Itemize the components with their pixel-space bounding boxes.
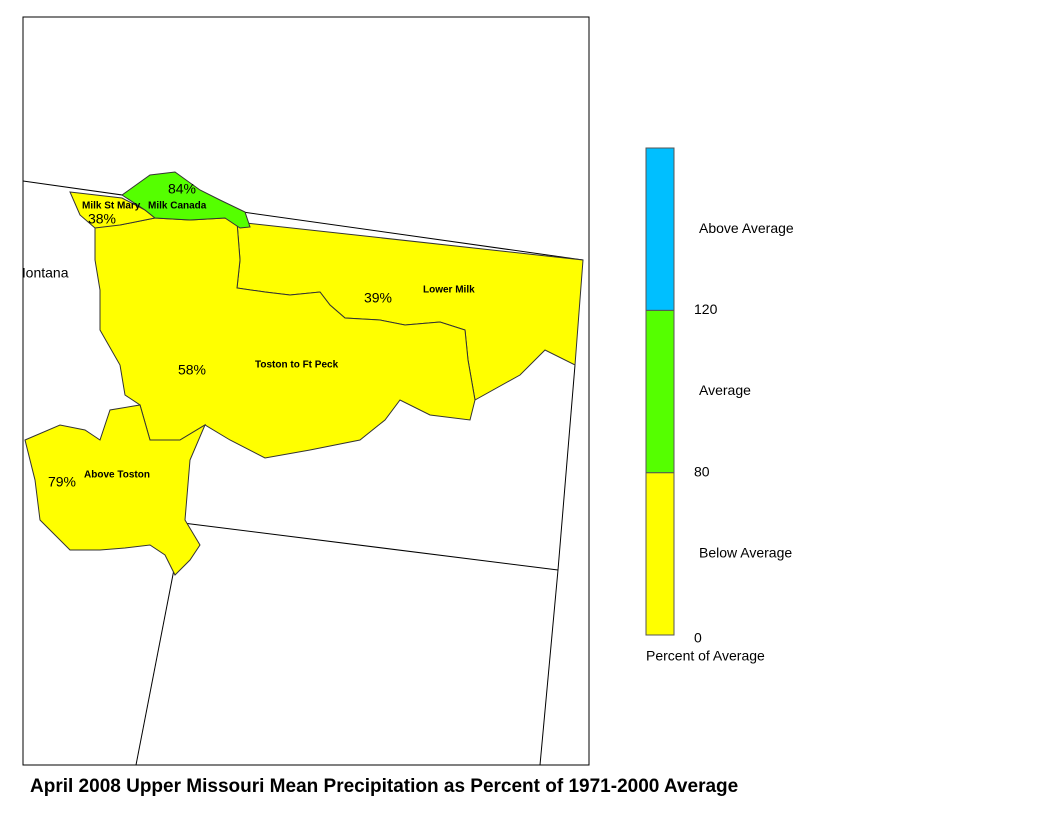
region-milk-canada [121,171,251,229]
legend-break: 120 [694,301,718,317]
state-label: Montana [14,265,69,281]
region-percent: 38% [88,211,116,227]
region-name: Milk St Mary [82,201,141,212]
legend-swatch [645,147,675,311]
legend-break: 80 [694,463,710,479]
region-name: Milk Canada [148,201,207,212]
legend-class-label: Average [699,382,751,398]
legend-title: Percent of Average [646,648,765,664]
legend-swatch [645,309,675,474]
map-title: April 2008 Upper Missouri Mean Precipita… [30,776,738,797]
region-name: Lower Milk [423,285,475,296]
state-borders [23,180,584,765]
legend-break: 0 [694,630,702,646]
legend-class-label: Above Average [699,220,794,236]
region-percent: 84% [168,181,196,197]
legend-swatch [645,472,675,636]
region-name: Above Toston [84,470,150,481]
region-name: Toston to Ft Peck [255,360,339,371]
region-milk-st-mary [69,191,157,229]
region-percent: 39% [364,290,392,306]
legend-class-label: Below Average [699,545,792,561]
region-above-toston [24,404,207,576]
region-percent: 58% [178,362,206,378]
region-percent: 79% [48,474,76,490]
